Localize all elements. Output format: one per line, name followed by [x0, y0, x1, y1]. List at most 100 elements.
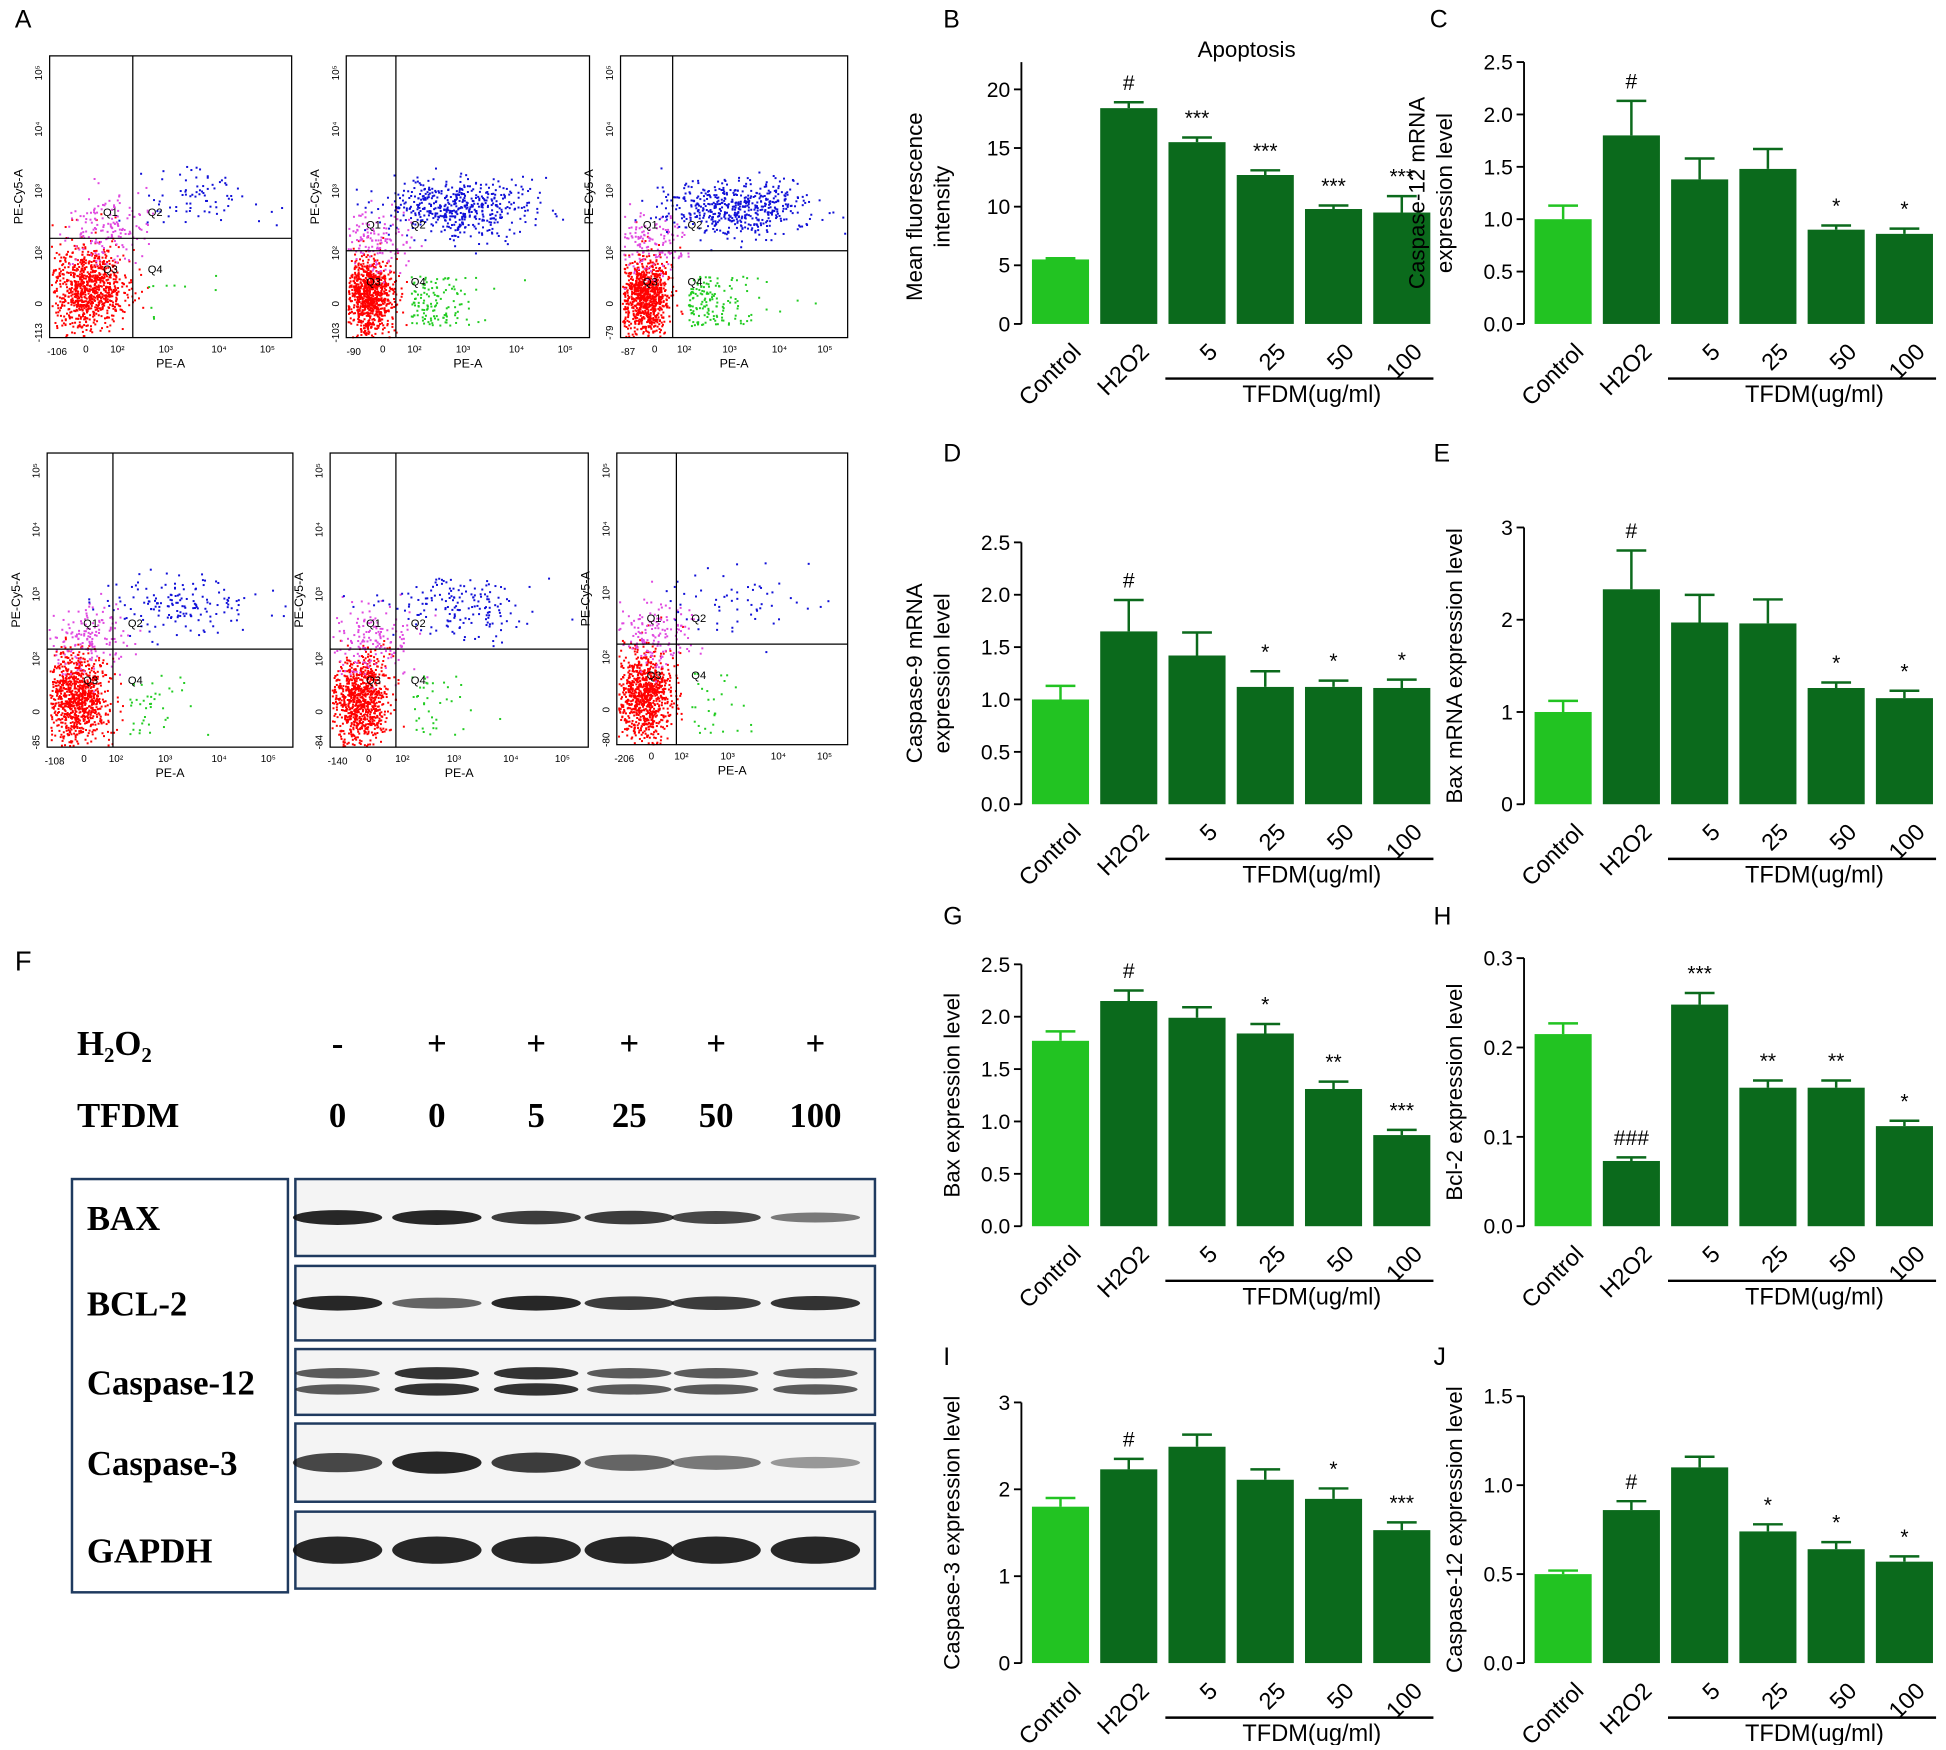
event-dot: [111, 235, 113, 237]
event-dot: [721, 199, 723, 201]
event-dot: [57, 311, 59, 313]
event-dot: [61, 656, 63, 658]
event-dot: [55, 702, 57, 704]
event-dot: [350, 308, 352, 310]
event-dot: [679, 247, 681, 249]
event-dot: [130, 281, 132, 283]
event-dot: [374, 291, 376, 293]
event-dot: [73, 745, 75, 747]
event-dot: [60, 286, 62, 288]
event-dot: [65, 318, 67, 320]
event-dot: [712, 228, 714, 230]
event-dot: [95, 232, 97, 234]
event-dot: [68, 292, 70, 294]
event-dot: [137, 192, 139, 194]
event-dot: [424, 239, 426, 241]
event-dot: [83, 282, 85, 284]
event-dot: [368, 299, 370, 301]
event-dot: [358, 316, 360, 318]
event-dot: [632, 262, 634, 264]
event-dot: [387, 283, 389, 285]
event-dot: [199, 168, 201, 170]
event-dot: [99, 259, 101, 261]
event-dot: [98, 659, 100, 661]
event-dot: [109, 294, 111, 296]
event-dot: [692, 297, 694, 299]
event-dot: [417, 305, 419, 307]
event-dot: [364, 309, 366, 311]
event-dot: [663, 191, 665, 193]
event-dot: [485, 202, 487, 204]
event-dot: [477, 321, 479, 323]
event-dot: [684, 200, 686, 202]
event-dot: [661, 202, 663, 204]
event-dot: [104, 203, 106, 205]
event-dot: [360, 281, 362, 283]
event-dot: [432, 324, 434, 326]
event-dot: [712, 221, 714, 223]
event-dot: [98, 182, 100, 184]
event-dot: [700, 239, 702, 241]
event-dot: [419, 182, 421, 184]
event-dot: [84, 247, 86, 249]
event-dot: [368, 296, 370, 298]
event-dot: [349, 297, 351, 299]
event-dot: [691, 206, 693, 208]
event-dot: [361, 296, 363, 298]
event-dot: [64, 666, 66, 668]
event-dot: [387, 238, 389, 240]
event-dot: [640, 236, 642, 238]
event-dot: [642, 333, 644, 335]
event-dot: [377, 291, 379, 293]
event-dot: [467, 178, 469, 180]
event-dot: [373, 258, 375, 260]
event-dot: [633, 272, 635, 274]
event-dot: [660, 287, 662, 289]
event-dot: [351, 241, 353, 243]
event-dot: [766, 309, 768, 311]
event-dot: [445, 314, 447, 316]
event-dot: [398, 231, 400, 233]
event-dot: [699, 214, 701, 216]
event-dot: [746, 320, 748, 322]
event-dot: [120, 232, 122, 234]
event-dot: [79, 321, 81, 323]
event-dot: [102, 675, 104, 677]
event-dot: [783, 233, 785, 235]
event-dot: [716, 316, 718, 318]
event-dot: [383, 232, 385, 234]
event-dot: [361, 255, 363, 257]
event-dot: [704, 298, 706, 300]
x-tick-label: 10⁵: [817, 344, 832, 355]
event-dot: [59, 275, 61, 277]
event-dot: [105, 257, 107, 259]
event-dot: [390, 240, 392, 242]
event-dot: [359, 313, 361, 315]
event-dot: [775, 195, 777, 197]
event-dot: [88, 296, 90, 298]
event-dot: [484, 319, 486, 321]
event-dot: [111, 240, 113, 242]
event-dot: [68, 691, 70, 693]
event-dot: [732, 209, 734, 211]
x-tick-label: 10³: [159, 344, 174, 355]
event-dot: [463, 197, 465, 199]
event-dot: [724, 232, 726, 234]
event-dot: [90, 212, 92, 214]
event-dot: [68, 314, 70, 316]
event-dot: [91, 667, 93, 669]
event-dot: [353, 306, 355, 308]
event-dot: [230, 195, 232, 197]
event-dot: [715, 323, 717, 325]
event-dot: [419, 210, 421, 212]
event-dot: [394, 329, 396, 331]
event-dot: [54, 257, 56, 259]
event-dot: [94, 300, 96, 302]
event-dot: [148, 195, 150, 197]
event-dot: [466, 202, 468, 204]
event-dot: [365, 323, 367, 325]
event-dot: [424, 318, 426, 320]
event-dot: [709, 195, 711, 197]
event-dot: [357, 299, 359, 301]
event-dot: [630, 304, 632, 306]
